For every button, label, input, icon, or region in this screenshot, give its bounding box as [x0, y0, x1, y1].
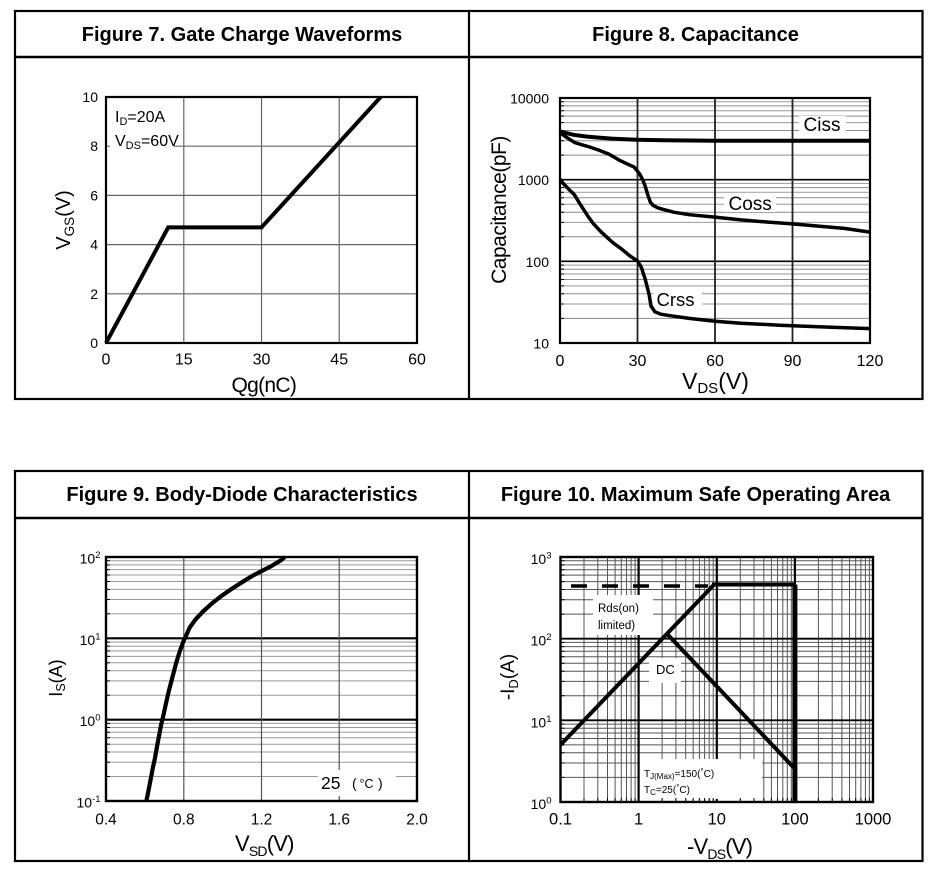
svg-text:Ciss: Ciss: [804, 115, 841, 136]
svg-text:15: 15: [175, 352, 193, 369]
svg-text:2.0: 2.0: [406, 811, 428, 828]
svg-text:-ID(A): -ID(A): [498, 654, 521, 700]
svg-text:°C: °C: [360, 777, 374, 791]
svg-text:VSD(V): VSD(V): [235, 831, 294, 859]
svg-text:10: 10: [82, 89, 98, 105]
svg-text:0: 0: [90, 335, 98, 351]
svg-text:100: 100: [526, 254, 550, 270]
svg-text:10000: 10000: [510, 91, 549, 107]
svg-text:VDS(V): VDS(V): [682, 368, 749, 397]
svg-text:limited): limited): [598, 620, 635, 632]
svg-text:Figure 9. Body-Diode Character: Figure 9. Body-Diode Characteristics: [66, 484, 417, 506]
svg-text:30: 30: [629, 353, 647, 370]
svg-text:(: (: [352, 775, 357, 791]
svg-text:Figure 10. Maximum Safe Operat: Figure 10. Maximum Safe Operating Area: [501, 484, 891, 506]
svg-text:8: 8: [90, 138, 98, 154]
svg-text:Coss: Coss: [729, 194, 772, 215]
svg-text:DC: DC: [656, 662, 675, 677]
svg-text:Qg(nC): Qg(nC): [232, 374, 297, 397]
svg-text:Figure 7. Gate Charge Waveform: Figure 7. Gate Charge Waveforms: [82, 24, 402, 46]
svg-text:60: 60: [408, 352, 426, 369]
svg-text:30: 30: [253, 352, 271, 369]
svg-text:Rds(on): Rds(on): [598, 603, 639, 615]
svg-text:45: 45: [330, 352, 348, 369]
svg-text:120: 120: [857, 353, 884, 370]
svg-text:2: 2: [90, 286, 98, 302]
svg-text:TC=25(°C): TC=25(°C): [644, 783, 690, 797]
svg-text:1000: 1000: [855, 810, 892, 828]
svg-text:4: 4: [90, 237, 98, 253]
svg-text:60: 60: [706, 353, 724, 370]
svg-text:0.4: 0.4: [95, 811, 117, 828]
svg-text:1: 1: [634, 810, 643, 828]
svg-text:): ): [378, 775, 383, 791]
svg-text:6: 6: [90, 187, 98, 203]
svg-text:Capacitance(pF): Capacitance(pF): [488, 136, 511, 284]
svg-text:0: 0: [556, 353, 565, 370]
svg-text:90: 90: [784, 353, 802, 370]
svg-text:0: 0: [102, 352, 111, 369]
svg-text:VDS=60V: VDS=60V: [115, 133, 179, 152]
svg-text:Crss: Crss: [657, 289, 695, 310]
svg-text:100: 100: [781, 810, 809, 828]
svg-text:1.2: 1.2: [251, 811, 273, 828]
svg-text:Figure 8. Capacitance: Figure 8. Capacitance: [592, 24, 799, 46]
svg-text:0.1: 0.1: [549, 810, 572, 828]
svg-text:ID=20A: ID=20A: [115, 109, 166, 128]
svg-text:10: 10: [533, 336, 549, 352]
svg-text:0.8: 0.8: [173, 811, 195, 828]
svg-text:10: 10: [708, 810, 726, 828]
svg-text:1.6: 1.6: [328, 811, 350, 828]
svg-text:25: 25: [321, 773, 340, 793]
svg-text:1000: 1000: [518, 172, 549, 188]
